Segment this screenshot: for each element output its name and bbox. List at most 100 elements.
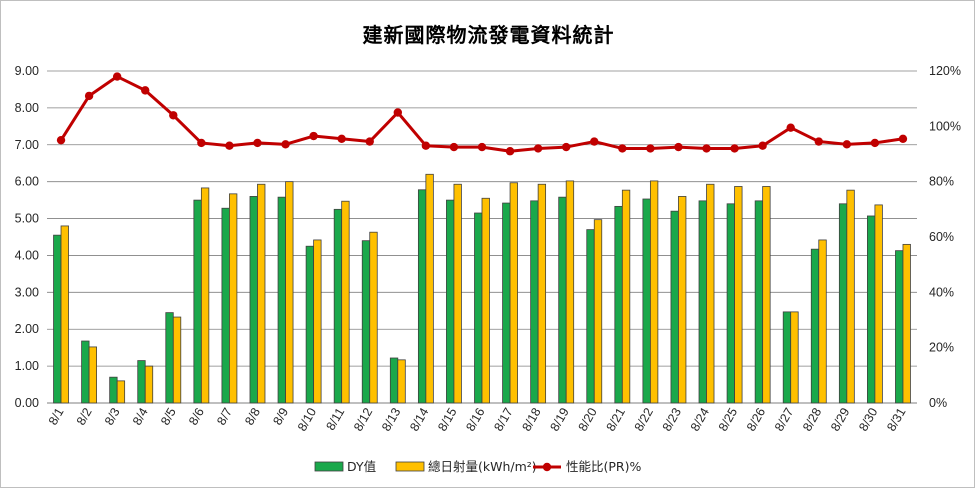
bar-dy bbox=[838, 203, 848, 404]
y-left-tick-label: 7.00 bbox=[15, 138, 39, 152]
bar-dy bbox=[670, 210, 679, 404]
pr-point bbox=[197, 138, 206, 148]
pr-point bbox=[533, 144, 543, 153]
bar-dy bbox=[81, 340, 90, 404]
bar-irradiance bbox=[88, 346, 97, 404]
legend-swatch bbox=[314, 461, 344, 472]
bar-dy bbox=[53, 234, 62, 404]
bar-irradiance bbox=[621, 189, 631, 404]
bar-irradiance bbox=[341, 200, 350, 404]
bar-dy bbox=[277, 196, 286, 404]
y-left-tick-label: 0.00 bbox=[15, 396, 39, 410]
bar-dy bbox=[530, 200, 539, 404]
pr-point bbox=[477, 142, 487, 152]
y-right-tick-label: 20% bbox=[929, 341, 954, 355]
x-tick-label: 8/20 bbox=[576, 405, 600, 433]
y-left-tick-label: 5.00 bbox=[15, 212, 39, 226]
y-right-tick-label: 0% bbox=[929, 396, 947, 410]
bar-irradiance bbox=[397, 359, 406, 404]
x-tick-label: 8/21 bbox=[604, 405, 628, 433]
bar-dy bbox=[895, 250, 904, 404]
y-left-tick-label: 3.00 bbox=[15, 285, 39, 299]
pr-point bbox=[590, 137, 599, 146]
x-tick-label: 8/4 bbox=[130, 405, 151, 427]
pr-point bbox=[505, 147, 515, 156]
legend-label: 性能比(PR)% bbox=[566, 459, 641, 474]
pr-point bbox=[618, 144, 627, 153]
pr-point bbox=[169, 111, 178, 120]
bar-irradiance bbox=[649, 180, 659, 404]
pr-point bbox=[141, 86, 150, 95]
bar-dy bbox=[249, 196, 258, 404]
bar-irradiance bbox=[874, 204, 883, 404]
pr-point bbox=[225, 141, 234, 150]
x-tick-label: 8/2 bbox=[74, 405, 95, 427]
bar-dy bbox=[333, 208, 343, 404]
bar-dy bbox=[614, 205, 623, 404]
pr-point bbox=[281, 140, 290, 149]
x-tick-label: 8/31 bbox=[884, 405, 908, 433]
bar-irradiance bbox=[200, 187, 210, 404]
y-left-tick-label: 8.00 bbox=[15, 101, 39, 115]
legend-marker bbox=[542, 462, 552, 472]
bar-irradiance bbox=[369, 231, 378, 404]
bar-irradiance bbox=[537, 183, 547, 404]
bar-dy bbox=[698, 200, 707, 404]
pr-point bbox=[84, 91, 94, 101]
bar-irradiance bbox=[481, 197, 490, 404]
x-tick-label: 8/26 bbox=[744, 405, 768, 433]
bar-irradiance bbox=[60, 225, 69, 404]
x-tick-label: 8/14 bbox=[407, 405, 431, 433]
x-tick-label: 8/7 bbox=[214, 405, 235, 427]
x-tick-label: 8/11 bbox=[323, 405, 347, 432]
bar-irradiance bbox=[734, 186, 743, 404]
bar-irradiance bbox=[593, 219, 603, 404]
pr-point bbox=[421, 141, 431, 150]
pr-point bbox=[56, 135, 66, 145]
bar-dy bbox=[109, 376, 118, 404]
x-tick-label: 8/15 bbox=[435, 405, 459, 433]
y-right-tick-label: 60% bbox=[929, 230, 954, 244]
x-tick-label: 8/19 bbox=[547, 405, 571, 433]
pr-point bbox=[842, 140, 852, 149]
bar-irradiance bbox=[846, 189, 855, 404]
bar-irradiance bbox=[678, 196, 687, 404]
x-tick-label: 8/17 bbox=[491, 405, 515, 433]
pr-point bbox=[702, 144, 711, 153]
pr-point bbox=[730, 144, 739, 153]
pr-point bbox=[365, 137, 374, 146]
x-tick-label: 8/24 bbox=[688, 405, 712, 433]
x-tick-label: 8/29 bbox=[828, 405, 852, 433]
bar-dy bbox=[810, 248, 820, 404]
bar-irradiance bbox=[818, 239, 827, 404]
x-tick-label: 8/25 bbox=[716, 405, 740, 433]
bar-irradiance bbox=[172, 316, 182, 404]
x-tick-label: 8/6 bbox=[186, 405, 207, 427]
bar-dy bbox=[642, 198, 651, 404]
bar-dy bbox=[137, 360, 146, 404]
bar-irradiance bbox=[144, 365, 154, 404]
x-tick-label: 8/8 bbox=[242, 405, 263, 427]
x-tick-label: 8/13 bbox=[379, 405, 403, 433]
x-tick-label: 8/9 bbox=[270, 405, 291, 427]
bar-irradiance bbox=[509, 182, 518, 404]
pr-point bbox=[393, 108, 403, 117]
y-left-tick-label: 2.00 bbox=[15, 322, 39, 336]
pr-line bbox=[59, 75, 904, 153]
bar-dy bbox=[193, 199, 202, 404]
bar-dy bbox=[586, 229, 595, 404]
y-right-tick-label: 80% bbox=[929, 175, 954, 189]
x-tick-label: 8/16 bbox=[463, 405, 487, 433]
pr-point bbox=[112, 72, 122, 81]
x-tick-label: 8/30 bbox=[856, 405, 880, 433]
pr-point bbox=[870, 138, 880, 148]
y-left-tick-label: 1.00 bbox=[15, 359, 39, 373]
bar-irradiance bbox=[229, 193, 238, 404]
bar-irradiance bbox=[790, 311, 799, 404]
x-tick-label: 8/3 bbox=[102, 405, 123, 427]
bar-irradiance bbox=[313, 239, 322, 404]
pr-point bbox=[758, 141, 767, 150]
y-left-tick-label: 6.00 bbox=[15, 175, 39, 189]
x-tick-label: 8/18 bbox=[519, 405, 543, 433]
